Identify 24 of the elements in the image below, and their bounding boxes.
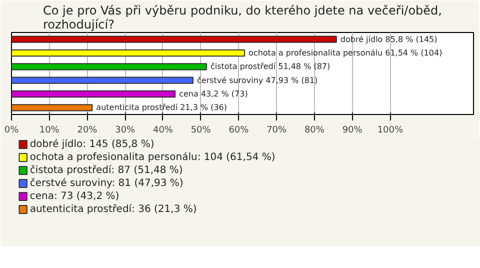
x-tick-label: 40%	[152, 126, 174, 136]
x-tick-label: 80%	[304, 126, 325, 136]
data-label: autenticita prostředí 21,3 % (36)	[96, 103, 228, 112]
legend-label: čistota prostředí: 87 (51,48 %)	[30, 165, 183, 176]
x-tick-label: 70%	[266, 126, 288, 136]
legend-label: čerstvé suroviny: 81 (47,93 %)	[30, 178, 184, 189]
x-tick-label: 100%	[377, 126, 404, 136]
x-tick-label: 10%	[39, 126, 60, 136]
data-label: dobré jídlo 85,8 % (145)	[340, 34, 438, 44]
x-tick-label: 90%	[342, 126, 363, 136]
data-label: čerstvé suroviny 47,93 % (81)	[197, 76, 318, 85]
x-tick-label: 30%	[115, 126, 136, 136]
legend-label: cena: 73 (43,2 %)	[30, 191, 120, 202]
data-label: čistota prostředí 51,48 % (87)	[210, 62, 330, 72]
x-tick-label: 50%	[190, 126, 212, 136]
x-tick-label: 0%	[4, 126, 20, 136]
chart-title: Co je pro Vás při výběru podniku, do kterého jdete na večeři/oběd, rozhodující?	[43, 4, 442, 32]
legend-label: dobré jídlo: 145 (85,8 %)	[30, 139, 154, 150]
x-tick-label: 20%	[77, 126, 98, 136]
data-label: ochota a profesionalita personálu 61,54 % (104)	[248, 48, 442, 58]
legend-label: autenticita prostředí: 36 (21,3 %)	[30, 204, 197, 215]
data-label: cena 43,2 % (73)	[179, 90, 248, 98]
x-tick-label: 60%	[228, 126, 250, 136]
legend-label: ochota a profesionalita personálu: 104 (61,54 %)	[30, 152, 276, 163]
